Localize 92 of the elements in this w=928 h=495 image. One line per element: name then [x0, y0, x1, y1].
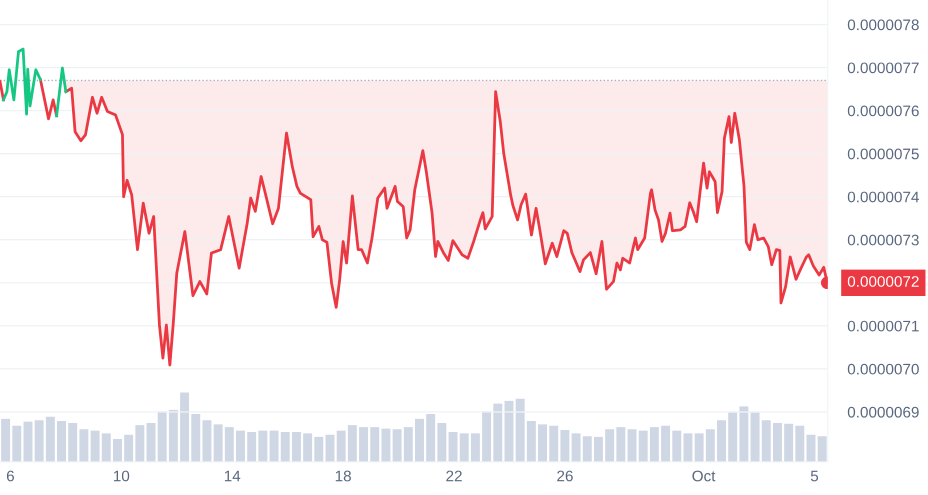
- bar: [717, 420, 726, 462]
- bar: [202, 420, 212, 462]
- bar: [628, 429, 636, 462]
- bar: [437, 423, 446, 462]
- x-tick-label: 14: [224, 470, 240, 482]
- bar: [158, 411, 167, 462]
- bar: [818, 436, 827, 462]
- bar: [34, 420, 44, 462]
- y-tick-label: 0.0000076: [848, 105, 919, 116]
- bar: [638, 430, 648, 462]
- bar: [538, 424, 548, 462]
- bar: [359, 427, 368, 462]
- bar: [57, 420, 66, 462]
- x-tick-label: 22: [446, 470, 462, 482]
- bar: [493, 404, 502, 462]
- bar: [135, 425, 144, 462]
- x-tick-label: 6: [6, 470, 14, 482]
- bar: [448, 432, 458, 462]
- bar: [1, 418, 10, 462]
- bar: [650, 427, 659, 462]
- bar: [426, 414, 436, 462]
- bar: [191, 414, 200, 462]
- bar: [560, 430, 570, 462]
- bar: [124, 434, 134, 462]
- bar: [526, 420, 536, 462]
- bar: [739, 406, 748, 462]
- bar: [23, 422, 32, 462]
- bar: [381, 428, 390, 462]
- y-tick-label: 0.0000071: [848, 320, 919, 332]
- bar: [572, 433, 581, 462]
- bar: [706, 429, 715, 462]
- bar: [460, 433, 469, 462]
- bar: [482, 411, 492, 462]
- x-tick-label: 18: [336, 470, 351, 482]
- bar: [348, 425, 357, 462]
- bar: [616, 427, 626, 462]
- bar: [549, 426, 558, 462]
- y-tick-label: 0.0000069: [848, 406, 919, 418]
- y-tick-label: 0.0000070: [848, 364, 919, 375]
- bar: [784, 424, 794, 462]
- bar: [661, 426, 670, 462]
- bar: [750, 412, 760, 462]
- bar: [146, 423, 156, 462]
- bar: [90, 430, 100, 462]
- y-tick-label: 0.0000074: [848, 192, 919, 202]
- bar: [392, 429, 402, 462]
- bar: [728, 412, 738, 462]
- bar: [12, 426, 22, 462]
- bar: [280, 432, 290, 462]
- bar: [672, 430, 682, 462]
- bar: [247, 432, 256, 462]
- x-tick-label: 5: [810, 470, 818, 482]
- annotation: 0.0000072: [848, 276, 919, 287]
- x-tick-label: 10: [114, 470, 130, 482]
- bar: [46, 416, 55, 462]
- bar: [370, 427, 380, 462]
- bar: [112, 438, 122, 462]
- bar: [79, 429, 88, 462]
- bar: [314, 436, 324, 462]
- bar: [326, 434, 334, 462]
- y-tick-label: 0.0000078: [848, 19, 919, 30]
- y-tick-label: 0.0000075: [848, 148, 919, 160]
- bar: [404, 427, 413, 462]
- bar: [795, 426, 804, 462]
- bar: [236, 430, 245, 462]
- bar: [806, 434, 816, 462]
- bar: [470, 433, 480, 462]
- bar: [336, 430, 346, 462]
- bar: [772, 423, 782, 462]
- bar: [168, 410, 178, 462]
- y-tick-label: 0.0000077: [848, 62, 919, 74]
- bar: [694, 433, 704, 462]
- x-tick-label: 26: [557, 470, 573, 482]
- bar: [516, 398, 525, 462]
- x-tick-label: Oct: [692, 470, 716, 482]
- bar: [68, 423, 78, 462]
- bar: [605, 429, 614, 462]
- bar: [258, 430, 268, 462]
- bar: [270, 430, 279, 462]
- bar: [180, 392, 190, 462]
- bar: [224, 427, 234, 462]
- bar: [415, 418, 424, 462]
- y-tick-label: 0.0000073: [848, 234, 919, 246]
- bar: [594, 436, 603, 462]
- bar: [504, 400, 514, 462]
- bar: [292, 432, 301, 462]
- bar: [214, 424, 223, 462]
- bar: [102, 433, 111, 462]
- bar: [683, 433, 692, 462]
- bar: [582, 436, 592, 462]
- bar: [303, 433, 312, 462]
- bar: [762, 420, 771, 462]
